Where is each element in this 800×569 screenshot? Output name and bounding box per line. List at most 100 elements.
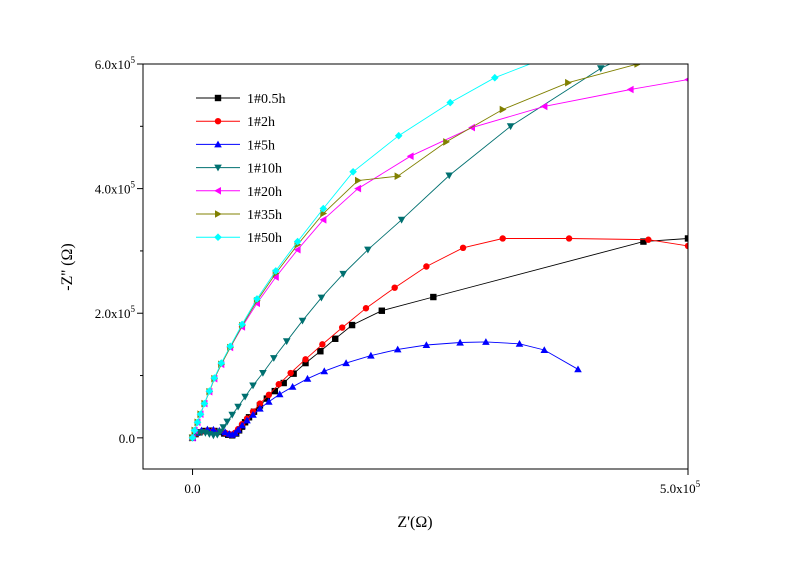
data-point [394, 131, 403, 140]
data-point [684, 235, 688, 242]
data-point [226, 342, 234, 351]
legend-label: 1#5h [247, 138, 275, 153]
legend-label: 1#35h [247, 208, 282, 223]
data-point [282, 338, 291, 346]
data-point [265, 397, 273, 405]
data-point [216, 428, 225, 436]
series-layer [188, 24, 692, 442]
data-point [364, 246, 372, 254]
data-point [287, 369, 294, 377]
data-point [394, 172, 402, 180]
data-point [271, 387, 278, 395]
data-point [293, 237, 302, 246]
data-point [342, 359, 350, 367]
data-point [367, 351, 375, 359]
data-point [275, 390, 284, 398]
data-point [265, 391, 273, 399]
data-point [270, 355, 278, 362]
data-point [275, 381, 282, 388]
data-point [256, 400, 264, 407]
data-point [499, 235, 506, 242]
legend-item: 1#20h [196, 185, 282, 200]
data-point [200, 399, 209, 408]
data-point [684, 242, 688, 250]
legend-item: 1#5h [196, 138, 275, 153]
data-point [303, 374, 312, 382]
data-point [317, 348, 324, 355]
data-point [645, 236, 652, 243]
data-point [188, 434, 197, 442]
data-point [219, 424, 228, 432]
series-3 [188, 338, 582, 441]
data-point [348, 321, 356, 329]
data-point [349, 168, 357, 176]
data-point [223, 418, 231, 426]
legend-marker [214, 187, 221, 195]
data-point [249, 411, 257, 418]
data-point [626, 85, 634, 94]
data-point [685, 47, 692, 55]
data-point [238, 421, 246, 429]
data-point [302, 356, 309, 363]
series-5 [188, 77, 688, 442]
data-point [317, 294, 326, 302]
data-point [332, 335, 339, 342]
data-point [393, 345, 402, 353]
data-point [443, 138, 450, 146]
data-point [319, 216, 327, 224]
data-point [339, 270, 347, 278]
series-line [192, 238, 688, 439]
data-point [456, 338, 464, 346]
data-point [499, 105, 507, 114]
data-point [640, 238, 647, 245]
data-point [378, 307, 386, 314]
legend-marker [214, 140, 222, 148]
data-point [319, 341, 326, 348]
legend-label: 1#0.5h [247, 92, 286, 107]
data-point [193, 418, 202, 427]
data-point [253, 295, 261, 303]
data-point [684, 77, 688, 82]
legend-label: 1#2h [247, 115, 275, 130]
data-point [293, 245, 301, 254]
data-point [249, 382, 257, 390]
data-point [597, 65, 605, 73]
series-line [192, 79, 688, 438]
series-2 [189, 235, 688, 442]
data-point [623, 29, 631, 37]
data-point [241, 393, 249, 401]
data-point [302, 359, 309, 367]
legend-item: 1#10h [196, 162, 282, 177]
data-point [205, 387, 214, 395]
data-point [234, 403, 242, 411]
data-point [259, 370, 267, 377]
data-point [221, 428, 229, 436]
series-line [192, 238, 688, 439]
data-point [491, 73, 499, 82]
legend-marker [214, 164, 222, 172]
data-point [338, 324, 346, 331]
legend-marker [215, 210, 222, 218]
data-point [228, 411, 236, 419]
data-point [397, 216, 406, 224]
legend-label: 1#10h [247, 162, 282, 177]
data-point [684, 24, 692, 31]
y-tick-label: 6.0x105 [95, 55, 136, 72]
data-point [320, 209, 328, 218]
data-point [574, 365, 582, 373]
series-7 [188, 29, 631, 442]
data-point [634, 64, 642, 68]
legend-item: 1#0.5h [196, 92, 286, 107]
data-point [430, 293, 437, 301]
y-tick-label: 2.0x105 [95, 304, 136, 321]
data-point [272, 273, 279, 281]
y-tick-label: 4.0x105 [95, 180, 136, 197]
legend-label: 1#20h [247, 185, 282, 200]
data-point [234, 425, 242, 433]
data-point [298, 317, 307, 325]
legend-marker [214, 233, 222, 241]
ticks-layer: 0.0 5.0x105 0.0 2.0x105 4.0x105 6.0x105 [95, 55, 701, 496]
data-point [546, 53, 554, 61]
